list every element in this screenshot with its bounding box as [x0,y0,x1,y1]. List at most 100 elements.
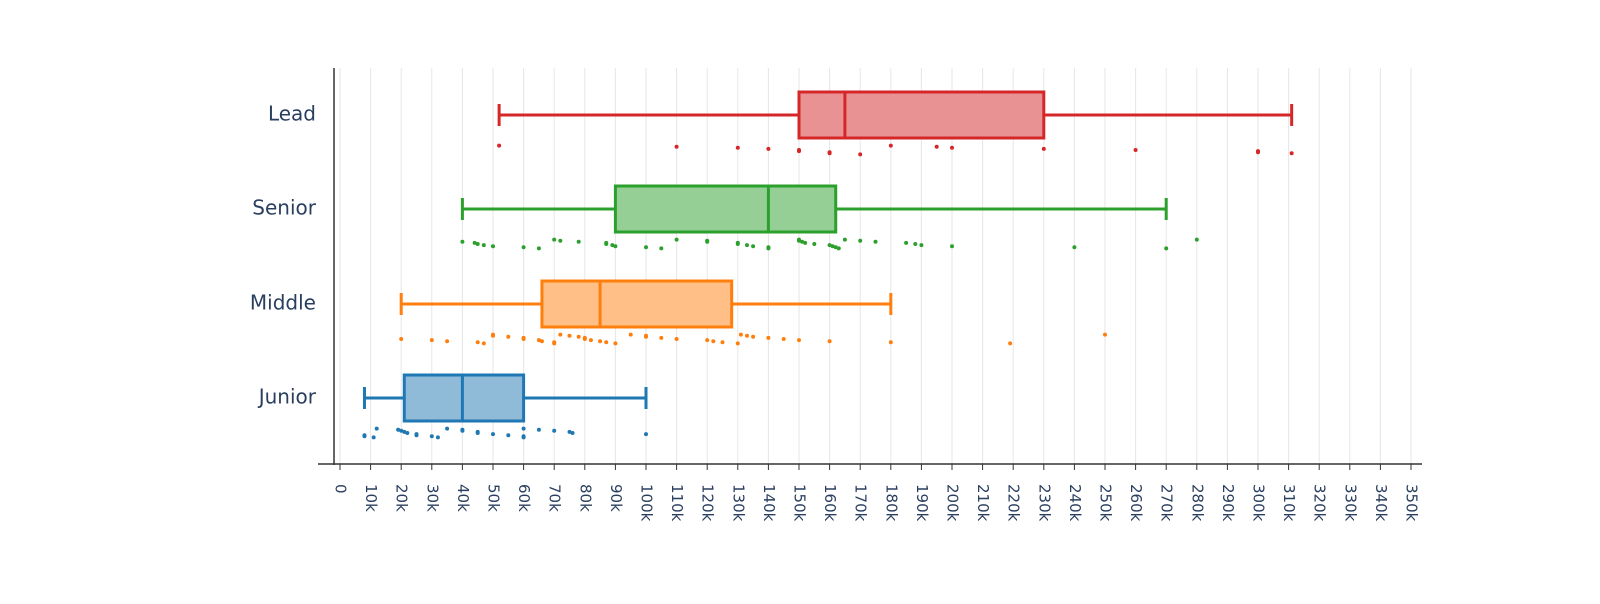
x-tick-label: 240k [1066,484,1084,522]
data-point [558,332,563,337]
data-point [711,339,716,344]
x-tick-label: 320k [1311,484,1329,522]
data-point [720,340,725,345]
data-point [613,244,618,249]
data-point [800,239,805,244]
category-label-lead: Lead [268,102,316,126]
data-point [429,338,434,343]
box-iqr [797,90,1046,140]
data-point [362,434,367,439]
data-point [1072,245,1077,250]
data-point [539,339,544,344]
data-point [536,338,541,343]
data-point [888,340,893,345]
x-tick-label: 70k [546,484,564,512]
data-point [429,434,434,439]
data-point [1133,148,1138,152]
box-junior [362,373,648,440]
data-point [1103,332,1107,337]
data-point [475,431,480,435]
x-tick-label: 300k [1250,484,1268,522]
x-tick-label: 290k [1219,484,1237,522]
data-point [705,239,710,244]
data-point [610,243,615,248]
data-point [950,244,954,249]
data-point [567,333,572,338]
data-point [751,334,756,339]
data-point [904,240,909,245]
category-label-junior: Junior [257,385,317,409]
data-point [598,339,603,344]
data-point [1194,237,1199,242]
data-point [521,435,526,440]
x-tick-label: 280k [1188,484,1206,522]
data-point [797,238,801,243]
data-point [644,334,648,339]
data-point [604,340,609,345]
data-point [414,433,419,438]
data-point [659,246,664,251]
box-senior [460,184,1199,251]
x-tick-label: 100k [638,484,656,522]
data-point [781,337,786,341]
axes [318,68,1422,470]
data-point [521,337,526,341]
data-point [371,435,376,440]
data-point [674,237,679,242]
data-point [460,239,465,244]
x-tick-label: 80k [576,484,594,512]
data-point [797,338,801,343]
x-tick-label: 20k [393,484,411,512]
data-point [552,428,557,433]
data-point [827,339,832,344]
data-point [567,429,572,434]
box-iqr [402,373,526,423]
data-point [803,240,808,245]
data-point [491,244,495,249]
data-point [744,243,749,248]
category-labels: Lead Senior Middle Junior [250,102,317,409]
data-point [576,334,581,339]
x-tick-label: 330k [1341,484,1359,522]
data-point [1289,151,1294,156]
x-tick-label: 310k [1280,484,1298,522]
data-point [536,246,541,251]
data-point [481,243,486,248]
data-point [858,238,863,243]
data-point [858,152,863,157]
data-point [766,246,771,251]
data-point [705,338,710,343]
data-point [491,333,495,338]
x-tick-label: 120k [699,484,717,522]
data-point [735,341,740,346]
data-point [576,239,581,244]
data-point [919,243,924,248]
data-point [399,337,404,341]
data-point [399,428,404,433]
data-point [570,431,575,435]
x-tick-label: 230k [1035,484,1053,522]
data-point [827,243,832,248]
x-tick-label: 220k [1005,484,1023,522]
data-point [497,143,502,148]
data-point [830,244,835,249]
data-point [552,237,557,242]
box-iqr [540,279,734,329]
box-series-group [362,90,1294,440]
data-point [842,237,847,242]
data-point [445,339,450,344]
x-tick-labels: 0 10k 20k 30k 40k 50k 60k 70k 80k 90k 100k 110k 120k… [332,484,1421,522]
data-point [613,341,618,346]
data-point [491,432,495,437]
data-point [460,428,465,433]
data-point [506,433,511,438]
data-point [659,335,664,340]
data-point [674,337,679,341]
data-point [913,242,918,246]
vertical-grid [339,68,1412,464]
data-point [836,246,841,251]
data-point [588,338,593,343]
x-tick-label: 270k [1158,484,1176,522]
x-tick-label: 180k [882,484,900,522]
x-tick-label: 160k [821,484,839,522]
